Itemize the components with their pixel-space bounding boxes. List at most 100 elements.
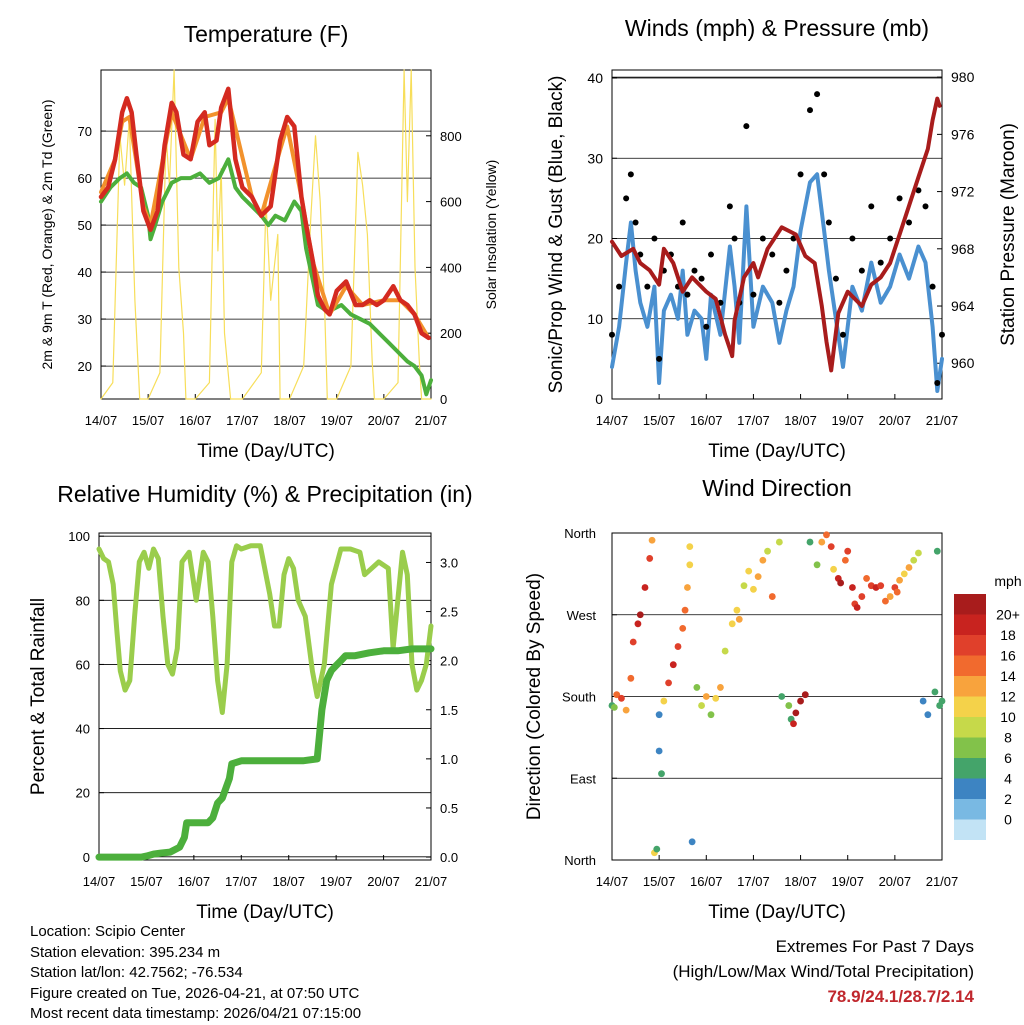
- direction-point: [641, 584, 649, 591]
- direction-point: [693, 684, 701, 691]
- temperature-xtick-label: 18/07: [273, 413, 306, 428]
- winds-ytick-label: 40: [587, 70, 603, 86]
- temperature-y2tick-label: 600: [440, 195, 462, 210]
- legend-label: 8: [1004, 730, 1012, 746]
- temperature-xtick-label: 21/07: [415, 413, 448, 428]
- extremes-subtitle: (High/Low/Max Wind/Total Precipitation): [672, 962, 974, 981]
- temperature-ytick-label: 20: [78, 359, 92, 374]
- gust-point: [858, 267, 865, 274]
- legend-swatch: [954, 635, 986, 656]
- direction-point: [882, 597, 889, 605]
- humidity-xtick-label: 20/07: [367, 874, 400, 889]
- temperature-ylabel: 2m & 9m T (Red, Orange) & 2m Td (Green): [39, 100, 55, 370]
- direction-point: [686, 543, 694, 551]
- direction-point: [686, 561, 694, 569]
- humidity-xlabel: Time (Day/UTC): [196, 902, 334, 923]
- humidity-xtick-label: 16/07: [178, 874, 211, 889]
- direction-point: [735, 615, 743, 623]
- legend-label: 4: [1004, 771, 1012, 787]
- extremes-title: Extremes For Past 7 Days: [775, 937, 974, 956]
- winds-title: Winds (mph) & Pressure (mb): [625, 15, 929, 41]
- humidity-y2tick-label: 1.0: [440, 752, 458, 767]
- temperature-ytick-label: 70: [78, 124, 92, 139]
- humidity-ytick-label: 60: [76, 657, 90, 672]
- gust-point: [868, 203, 875, 210]
- legend-swatch: [954, 676, 986, 697]
- direction-point: [792, 709, 800, 717]
- total-precip-line: [95, 645, 435, 861]
- winds-xtick-label: 15/07: [643, 413, 676, 428]
- winds-ytick-label: 20: [587, 231, 603, 247]
- winds-xlabel: Time (Day/UTC): [708, 441, 846, 462]
- gust-point: [783, 267, 790, 274]
- legend-label: 18: [1000, 627, 1016, 643]
- direction-point: [759, 556, 767, 564]
- direction-point: [674, 643, 682, 650]
- gust-point: [769, 251, 776, 258]
- station-info: Location: Scipio Center Station elevatio…: [30, 922, 361, 1025]
- temperature-ytick-label: 60: [78, 171, 92, 186]
- gust-point: [896, 195, 903, 202]
- speed-legend: mph 20+ 18 16 14 12 10 8 6 4 2 0: [954, 573, 1022, 840]
- gust-point: [651, 235, 658, 242]
- gust-point: [832, 275, 839, 282]
- humidity-ytick-label: 100: [68, 529, 90, 544]
- direction-point: [702, 693, 710, 700]
- direction-point: [924, 711, 932, 719]
- direction-point: [801, 691, 809, 699]
- gust-point: [776, 299, 783, 306]
- gust-point: [644, 283, 651, 290]
- gust-point: [731, 235, 738, 242]
- humidity-title: Relative Humidity (%) & Precipitation (i…: [57, 481, 472, 507]
- winds-y2tick-label: 976: [951, 126, 975, 142]
- direction-point: [750, 585, 757, 593]
- legend-title: mph: [994, 573, 1021, 589]
- direction-point: [893, 588, 901, 596]
- gust-point: [929, 283, 936, 290]
- humidity-ytick-label: 40: [76, 722, 90, 737]
- gust-point: [906, 219, 912, 226]
- direction-ytick-label: West: [567, 608, 597, 623]
- temperature-xtick-label: 14/07: [85, 413, 118, 428]
- humidity-ytick-label: 80: [76, 593, 90, 608]
- wind_direction-xtick-label: 15/07: [643, 874, 676, 889]
- temp-2m-line: [98, 86, 431, 341]
- direction-point: [655, 711, 663, 719]
- direction-point: [905, 564, 913, 571]
- winds-ytick-label: 30: [587, 150, 603, 166]
- gust-point: [750, 291, 757, 298]
- gust-point: [632, 219, 639, 226]
- winds-xtick-label: 19/07: [831, 413, 864, 428]
- legend-label: 16: [1000, 648, 1016, 664]
- direction-point: [728, 620, 736, 628]
- direction-point: [823, 531, 830, 539]
- direction-point: [915, 549, 922, 557]
- solar-insolation-line: [100, 69, 432, 400]
- direction-point: [896, 576, 903, 584]
- direction-point: [933, 547, 941, 555]
- direction-point: [853, 604, 861, 611]
- temperature-title: Temperature (F): [184, 21, 349, 47]
- gust-point: [616, 283, 623, 290]
- winds-ytick-label: 0: [595, 391, 603, 407]
- direction-point: [618, 694, 625, 702]
- gust-point: [939, 331, 945, 338]
- temperature-xtick-label: 17/07: [226, 413, 259, 428]
- winds-xtick-label: 17/07: [737, 413, 770, 428]
- direction-point: [837, 579, 845, 587]
- legend-label: 20+: [996, 607, 1020, 623]
- gust-point: [887, 235, 894, 242]
- wind_direction-xtick-label: 18/07: [784, 874, 817, 889]
- wind_direction-xtick-label: 14/07: [596, 874, 629, 889]
- direction-point: [818, 538, 826, 546]
- direction-point: [648, 536, 656, 544]
- direction-point: [688, 838, 696, 846]
- direction-point: [627, 674, 635, 682]
- humidity-y2tick-label: 2.0: [440, 654, 458, 669]
- station-location: Location: Scipio Center: [30, 923, 186, 940]
- winds-chart: Winds (mph) & Pressure (mb) Time (Day/UTC…: [546, 15, 1019, 462]
- winds-xtick-label: 21/07: [926, 413, 959, 428]
- winds-xtick-label: 20/07: [879, 413, 912, 428]
- humidity-xtick-label: 21/07: [415, 874, 448, 889]
